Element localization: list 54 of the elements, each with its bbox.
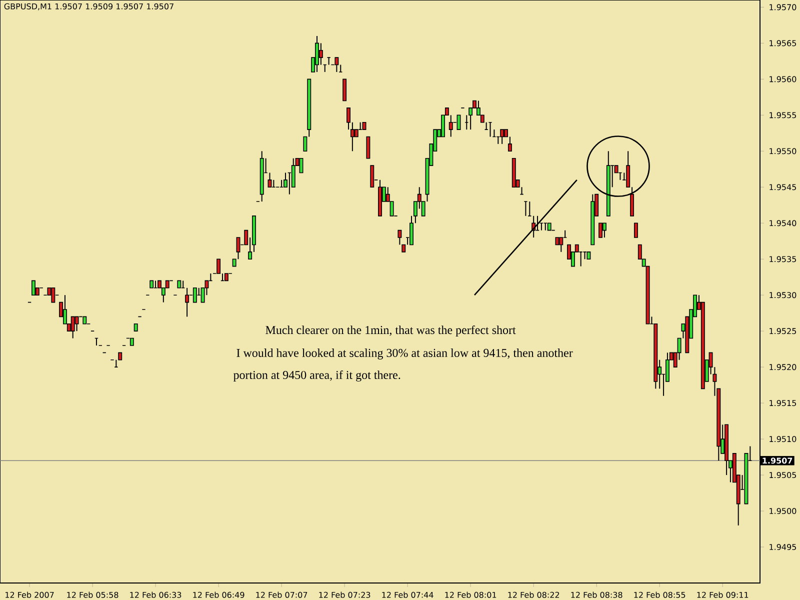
y-tick-label: 1.9505 — [770, 472, 796, 478]
candlestick — [268, 172, 272, 188]
y-tick-label: 1.9515 — [770, 400, 796, 406]
candlestick — [370, 165, 374, 188]
x-tick-label: 12 Feb 06:49 — [193, 592, 244, 598]
x-tick-label: 12 Feb 07:23 — [319, 592, 370, 598]
annotation: Much clearer on the 1min, that was the perfect short — [266, 325, 516, 336]
candlestick — [31, 280, 36, 296]
y-tick-label: 1.9550 — [770, 148, 796, 154]
y-tick-label: 1.9530 — [770, 292, 796, 298]
x-tick-label: 12 Feb 05:58 — [67, 592, 118, 598]
candlestick — [192, 288, 197, 303]
x-tick-label: 12 Feb 07:44 — [382, 592, 434, 598]
candlestick — [634, 222, 638, 238]
x-tick-label: 12 Feb 06:33 — [130, 592, 182, 598]
y-tick-label: 1.9545 — [770, 184, 796, 190]
x-tick-label: 12 Feb 08:22 — [508, 592, 559, 598]
x-tick-label: 12 Feb 08:01 — [445, 592, 496, 598]
y-tick-label: 1.9535 — [770, 256, 796, 262]
candlestick — [74, 316, 79, 332]
y-tick-label: 1.9565 — [770, 40, 796, 46]
candlestick — [51, 288, 56, 303]
y-tick-label: 1.9555 — [770, 112, 796, 118]
y-tick-label: 1.9540 — [770, 220, 796, 226]
y-tick-label: 1.9525 — [770, 328, 796, 334]
x-tick-label: 12 Feb 2007 — [6, 592, 54, 598]
candlestick — [185, 287, 190, 318]
y-tick-label: 1.9500 — [770, 508, 796, 514]
y-tick-label: 1.9570 — [770, 4, 796, 10]
chart-title: GBPUSD,M1 1.9507 1.9509 1.9507 1.9507 — [4, 3, 174, 10]
y-tick-label: 1.9510 — [770, 436, 796, 442]
candlestick — [70, 316, 75, 339]
x-tick-label: 12 Feb 09:11 — [697, 592, 748, 598]
candlestick — [315, 35, 319, 72]
candlestick — [318, 42, 323, 66]
annotation: I would have looked at scaling 30% at asian low at 9415, then another — [236, 348, 573, 360]
y-tick-label: 1.9520 — [770, 364, 796, 370]
candlestick — [366, 136, 370, 159]
ref-line-label: 1.9507 — [762, 458, 792, 464]
x-tick-label: 12 Feb 07:07 — [256, 592, 308, 598]
candlestick — [299, 158, 304, 174]
x-tick-label: 12 Feb 08:55 — [634, 592, 686, 598]
candlestick — [398, 230, 402, 246]
candlestick — [559, 237, 564, 252]
candlestick — [342, 78, 347, 102]
candlestick — [334, 57, 339, 72]
y-tick-label: 1.9495 — [770, 544, 796, 550]
candlestick — [500, 129, 504, 144]
candlestick — [602, 222, 606, 238]
annotation: portion at 9450 area, if it got there. — [233, 370, 400, 382]
x-tick-label: 12 Feb 08:38 — [571, 592, 622, 598]
y-tick-label: 1.9560 — [770, 76, 796, 82]
candlestick — [598, 222, 602, 238]
candlestick — [508, 136, 512, 152]
